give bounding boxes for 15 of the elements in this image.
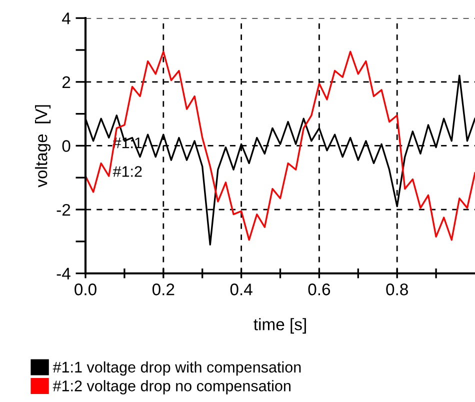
x-tick-label: 0.4 <box>230 284 252 296</box>
x-tick-label: 0.8 <box>386 284 408 296</box>
x-tick-label: 0.2 <box>152 284 174 296</box>
x-axis-title: time [s] <box>254 318 306 334</box>
legend-label: #1:1 voltage drop with compensation <box>52 361 301 376</box>
y-tick-label: 0 <box>62 140 70 152</box>
y-tick-label: -2 <box>56 204 70 216</box>
y-axis-title: voltage [V] <box>35 105 51 188</box>
x-tick-label: 0.0 <box>74 284 96 296</box>
y-tick-label: 4 <box>62 12 70 24</box>
y-tick-label: -4 <box>56 268 70 280</box>
y-tick-label: 2 <box>62 76 70 88</box>
annotation: #1:2 <box>112 166 142 177</box>
legend-label: #1:2 voltage drop no compensation <box>52 380 290 394</box>
x-tick-label: 0.6 <box>308 284 330 296</box>
